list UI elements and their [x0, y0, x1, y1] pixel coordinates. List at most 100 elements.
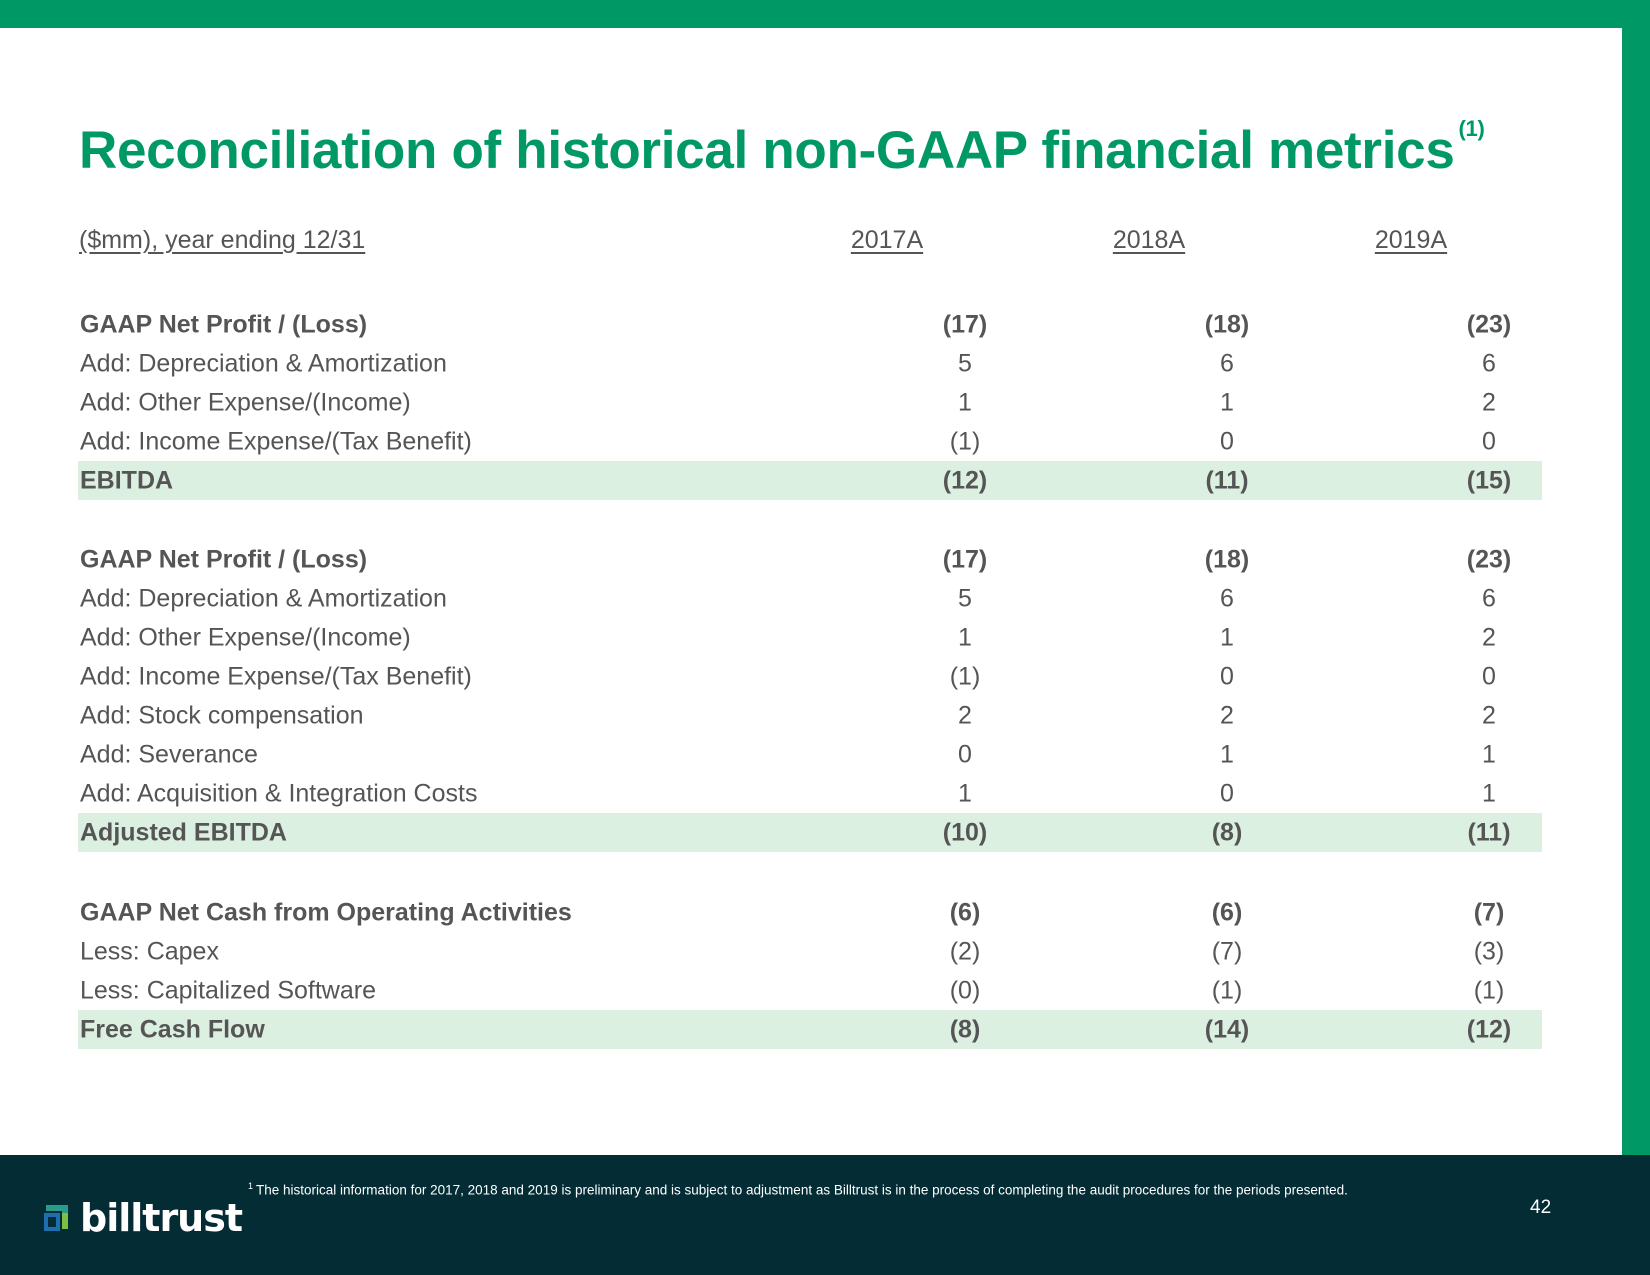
row-label: Add: Stock compensation	[80, 701, 364, 729]
row-value-2019a: (11)	[1467, 818, 1511, 846]
row-value-2017a: 5	[958, 349, 972, 377]
row-label: Add: Depreciation & Amortization	[80, 584, 447, 612]
row-value-2018a: (7)	[1211, 937, 1243, 965]
row-value-2019a: 6	[1482, 584, 1496, 612]
row-label: EBITDA	[80, 466, 174, 494]
row-label: Add: Income Expense/(Tax Benefit)	[80, 662, 472, 690]
row-value-2018a: (14)	[1204, 1015, 1250, 1043]
row-value-2017a: (10)	[942, 818, 988, 846]
table-row: GAAP Net Profit / (Loss) (17) (18) (23)	[78, 540, 1542, 579]
row-value-2019a: (3)	[1473, 937, 1505, 965]
row-value-2019a: 1	[1482, 779, 1496, 807]
row-value-2017a: (2)	[949, 937, 981, 965]
row-value-2017a: (8)	[949, 1015, 981, 1043]
table-header-label: ($mm), year ending 12/31	[79, 226, 366, 254]
row-value-2018a: 6	[1220, 584, 1234, 612]
row-value-2017a: (1)	[949, 662, 981, 690]
row-label: GAAP Net Profit / (Loss)	[80, 310, 368, 338]
row-value-2017a: 2	[958, 701, 972, 729]
billtrust-logo-text: billtrust	[80, 1196, 243, 1240]
row-value-2019a: 0	[1482, 662, 1496, 690]
row-value-2018a: (8)	[1211, 818, 1243, 846]
row-label: Add: Acquisition & Integration Costs	[80, 779, 478, 807]
right-accent-bar	[1622, 0, 1650, 1155]
table-row: Less: Capex (2) (7) (3)	[78, 932, 1542, 971]
page-title-text: Reconciliation of historical non-GAAP fi…	[79, 121, 1455, 180]
table-row: Add: Acquisition & Integration Costs 1 0 1	[78, 774, 1542, 813]
table-header-year-2017: 2017A	[850, 226, 924, 254]
table-row: Add: Income Expense/(Tax Benefit) (1) 0 0	[78, 422, 1542, 461]
footnote-marker: 1	[248, 1181, 254, 1191]
row-value-2019a: (7)	[1473, 898, 1505, 926]
title-footnote-marker: (1)	[1458, 116, 1485, 141]
table-header-year-2019: 2019A	[1374, 226, 1448, 254]
row-value-2018a: 6	[1220, 349, 1234, 377]
top-accent-bar	[0, 0, 1650, 28]
row-value-2018a: (1)	[1211, 976, 1243, 1004]
footer-bar: billtrust 1 The historical information fo…	[0, 1155, 1650, 1275]
row-label: GAAP Net Profit / (Loss)	[80, 545, 368, 573]
row-label: Free Cash Flow	[80, 1015, 265, 1043]
table-total-row: EBITDA (12) (11) (15)	[78, 461, 1542, 500]
row-value-2017a: 1	[958, 623, 972, 651]
row-value-2019a: (23)	[1466, 545, 1512, 573]
row-value-2017a: 1	[958, 779, 972, 807]
table-row: Add: Depreciation & Amortization 5 6 6	[78, 344, 1542, 383]
billtrust-logo: billtrust	[42, 1196, 243, 1240]
row-label: GAAP Net Cash from Operating Activities	[80, 898, 572, 926]
table-header-year-2018: 2018A	[1112, 226, 1186, 254]
footnote-text: The historical information for 2017, 201…	[256, 1182, 1348, 1198]
row-label: Add: Depreciation & Amortization	[80, 349, 447, 377]
row-value-2019a: 2	[1482, 623, 1496, 651]
row-label: Add: Severance	[80, 740, 258, 768]
row-value-2018a: (6)	[1211, 898, 1243, 926]
page-title: Reconciliation of historical non-GAAP fi…	[79, 116, 1485, 181]
row-value-2017a: (1)	[949, 427, 981, 455]
row-value-2019a: 2	[1482, 388, 1496, 416]
page-number: 42	[1530, 1197, 1552, 1218]
table-row: Add: Severance 0 1 1	[78, 735, 1542, 774]
table-row: Less: Capitalized Software (0) (1) (1)	[78, 971, 1542, 1010]
row-value-2017a: 1	[958, 388, 972, 416]
row-label: Adjusted EBITDA	[80, 818, 287, 846]
row-value-2017a: (12)	[942, 466, 988, 494]
table-row: Add: Depreciation & Amortization 5 6 6	[78, 579, 1542, 618]
row-value-2019a: 1	[1482, 740, 1496, 768]
row-value-2018a: (18)	[1204, 545, 1250, 573]
row-value-2019a: (15)	[1466, 466, 1512, 494]
row-value-2018a: 1	[1220, 740, 1234, 768]
table-row: Add: Income Expense/(Tax Benefit) (1) 0 0	[78, 657, 1542, 696]
row-value-2019a: 6	[1482, 349, 1496, 377]
row-value-2018a: (18)	[1204, 310, 1250, 338]
row-label: Add: Other Expense/(Income)	[80, 623, 411, 651]
row-value-2018a: 0	[1220, 662, 1234, 690]
row-value-2018a: 0	[1220, 779, 1234, 807]
row-value-2017a: 5	[958, 584, 972, 612]
row-value-2017a: (17)	[942, 545, 988, 573]
row-label: Less: Capitalized Software	[80, 976, 376, 1004]
table-row: Add: Other Expense/(Income) 1 1 2	[78, 383, 1542, 422]
row-label: Add: Income Expense/(Tax Benefit)	[80, 427, 472, 455]
row-value-2017a: (0)	[949, 976, 981, 1004]
row-value-2017a: 0	[958, 740, 972, 768]
table-total-row: Free Cash Flow (8) (14) (12)	[78, 1010, 1542, 1049]
table-row: GAAP Net Profit / (Loss) (17) (18) (23)	[78, 305, 1542, 344]
table-row: GAAP Net Cash from Operating Activities (…	[78, 893, 1542, 932]
row-value-2019a: 0	[1482, 427, 1496, 455]
table-total-row: Adjusted EBITDA (10) (8) (11)	[78, 813, 1542, 852]
row-value-2019a: (23)	[1466, 310, 1512, 338]
row-value-2018a: 1	[1220, 388, 1234, 416]
row-value-2019a: 2	[1482, 701, 1496, 729]
row-label: Less: Capex	[80, 937, 219, 965]
row-value-2019a: (1)	[1473, 976, 1505, 1004]
row-value-2018a: (11)	[1205, 466, 1249, 494]
table-row: Add: Stock compensation 2 2 2	[78, 696, 1542, 735]
row-value-2017a: (6)	[949, 898, 981, 926]
billtrust-logo-icon	[44, 1205, 68, 1231]
row-value-2017a: (17)	[942, 310, 988, 338]
row-value-2019a: (12)	[1466, 1015, 1512, 1043]
table-row: Add: Other Expense/(Income) 1 1 2	[78, 618, 1542, 657]
row-label: Add: Other Expense/(Income)	[80, 388, 411, 416]
row-value-2018a: 0	[1220, 427, 1234, 455]
row-value-2018a: 1	[1220, 623, 1234, 651]
